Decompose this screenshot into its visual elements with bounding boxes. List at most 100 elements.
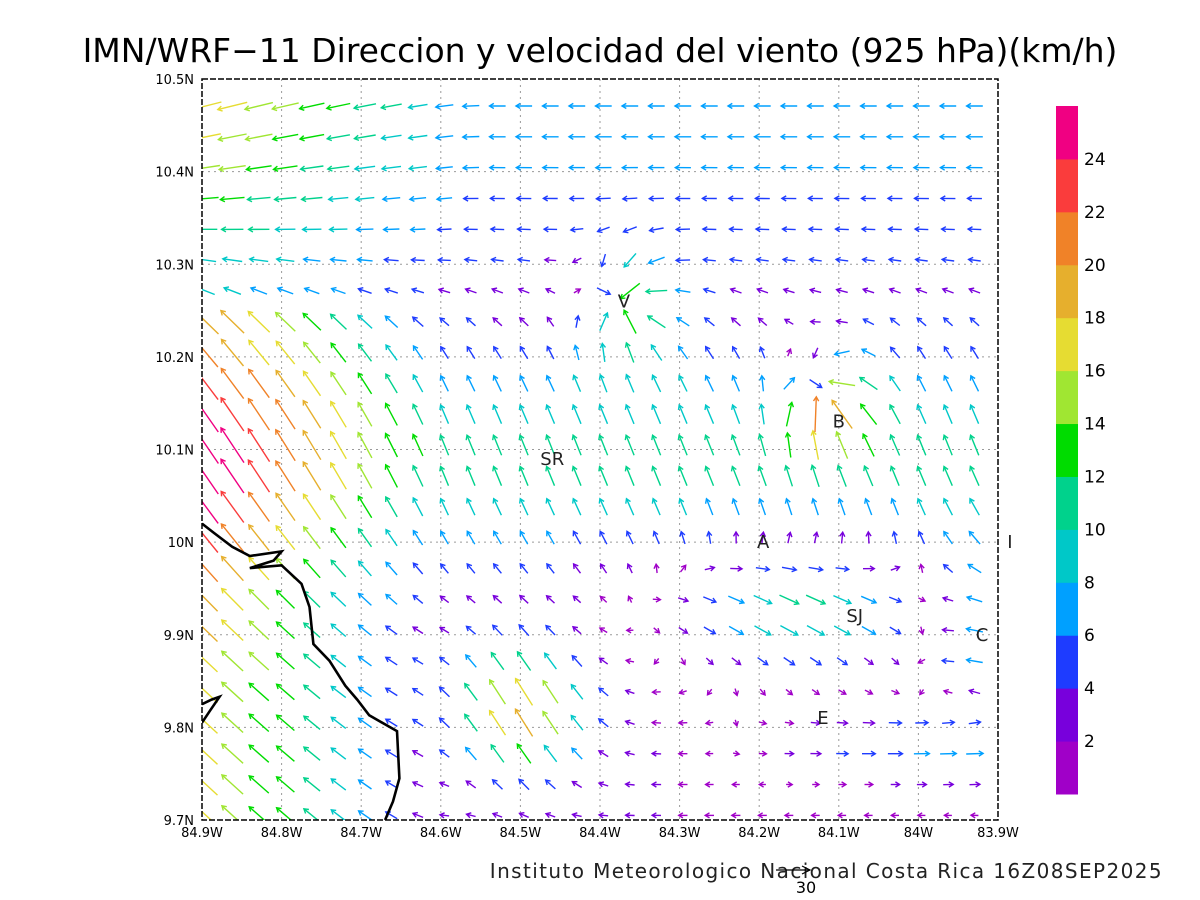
wind-vector <box>861 256 875 264</box>
wind-vector <box>439 595 450 604</box>
wind-vector <box>594 133 612 140</box>
wind-vector <box>570 714 584 731</box>
wind-vector <box>518 623 530 637</box>
wind-vector <box>730 433 741 456</box>
colorbar-bin <box>1056 582 1078 636</box>
place-label-b: B <box>833 412 845 433</box>
wind-vector <box>384 432 399 458</box>
wind-vector <box>810 719 822 727</box>
wind-vector <box>757 657 769 666</box>
wind-vector <box>466 497 476 516</box>
wind-vector <box>303 286 320 295</box>
wind-vector <box>514 677 534 706</box>
wind-vector <box>247 427 271 462</box>
wind-vector <box>729 287 742 294</box>
wind-vector <box>571 403 582 425</box>
wind-vector <box>679 564 687 573</box>
wind-vector <box>380 165 402 172</box>
wind-vector <box>220 338 245 367</box>
wind-vector <box>247 491 270 522</box>
wind-vector <box>730 565 744 572</box>
wind-vector <box>247 310 271 333</box>
wind-vector <box>754 625 772 636</box>
wind-vector <box>330 461 347 490</box>
wind-vector <box>969 374 980 392</box>
wind-vector <box>439 374 449 392</box>
wind-vector <box>704 465 715 486</box>
place-labels: V B SR A SJ C E I <box>540 291 1012 729</box>
wind-vector <box>965 164 983 171</box>
wind-vector <box>275 256 295 263</box>
wind-vector <box>732 719 739 728</box>
lon-tick-label: 84.3W <box>659 826 701 841</box>
wind-vector <box>202 346 219 368</box>
wind-vector <box>891 530 898 544</box>
lat-tick-label: 10.4N <box>155 166 194 181</box>
wind-vector <box>758 345 766 359</box>
wind-vector <box>730 317 741 327</box>
wind-vector <box>917 345 927 359</box>
wind-vector <box>330 493 347 520</box>
wind-vector <box>916 465 927 486</box>
wind-vector <box>759 688 766 696</box>
wind-vector <box>357 624 372 637</box>
wind-vector <box>702 287 716 294</box>
wind-vector <box>677 781 688 788</box>
wind-vector <box>598 465 609 486</box>
wind-vector <box>859 403 878 426</box>
wind-vector <box>436 256 451 264</box>
wind-vector <box>407 134 428 141</box>
wind-vector <box>434 164 453 172</box>
wind-vector <box>885 133 904 140</box>
wind-vector <box>436 226 452 233</box>
wind-vector <box>706 530 713 544</box>
wind-vector <box>325 134 351 142</box>
wind-vector <box>838 689 847 695</box>
wind-vector <box>275 398 296 430</box>
wind-vector <box>271 133 299 142</box>
wind-vector <box>302 399 322 429</box>
wind-vector <box>544 779 556 790</box>
wind-vector <box>886 195 903 202</box>
wind-vector <box>732 688 740 697</box>
wind-vector <box>357 372 373 395</box>
wind-vector <box>357 462 373 489</box>
wind-vector <box>357 560 372 577</box>
wind-vector <box>543 256 557 264</box>
wind-vector <box>704 719 714 726</box>
wind-vector <box>302 653 321 669</box>
wind-vector <box>248 682 270 702</box>
colorbar-label: 22 <box>1084 203 1106 223</box>
wind-vector <box>620 164 638 171</box>
wind-vector <box>833 164 850 171</box>
wind-vector <box>598 373 608 393</box>
wind-vector <box>726 133 745 140</box>
wind-vector <box>353 134 376 142</box>
wind-vector <box>807 195 823 202</box>
wind-vector <box>466 345 476 359</box>
wind-vector <box>275 683 295 701</box>
wind-vector <box>546 530 555 545</box>
wind-vector <box>833 350 850 357</box>
wind-vector <box>808 566 825 573</box>
wind-vector <box>889 465 900 486</box>
wind-vector <box>865 530 872 544</box>
wind-vector <box>439 465 450 486</box>
wind-vector <box>412 344 424 360</box>
wind-vector <box>675 317 690 327</box>
wind-vector <box>812 530 820 544</box>
wind-vector <box>624 750 635 757</box>
wind-vector <box>781 256 796 264</box>
wind-vector <box>273 195 297 203</box>
wind-vector <box>408 195 427 203</box>
place-label-a: A <box>757 532 770 553</box>
colorbar-label: 24 <box>1084 150 1106 170</box>
wind-vector <box>806 164 824 171</box>
wind-vector <box>835 430 849 459</box>
wind-vector <box>438 812 450 819</box>
colorbar-label: 8 <box>1084 573 1095 593</box>
lon-tick-label: 84.6W <box>420 826 462 841</box>
wind-vector <box>594 164 612 171</box>
wind-vector <box>704 403 715 424</box>
wind-vector <box>651 433 662 456</box>
